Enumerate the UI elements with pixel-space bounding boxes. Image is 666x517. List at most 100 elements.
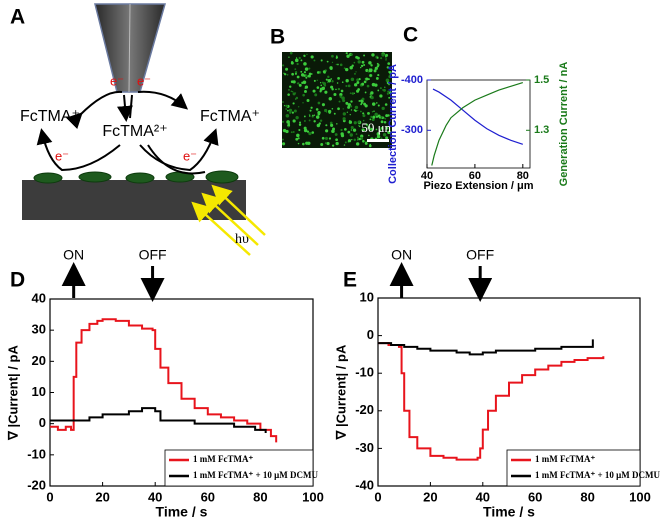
spot [286, 120, 290, 124]
spot [337, 77, 340, 80]
spot [298, 83, 302, 87]
spot [294, 58, 299, 63]
spot [307, 75, 310, 78]
spot [374, 112, 378, 117]
x-tick-label: 80 [580, 489, 594, 504]
spot [312, 114, 314, 117]
spot [341, 96, 345, 100]
spot [310, 106, 313, 109]
light-label: hυ [235, 232, 249, 247]
spot [349, 66, 353, 70]
spot [365, 77, 369, 81]
spot [314, 93, 318, 97]
spot [369, 118, 372, 121]
spot [316, 123, 321, 128]
spot [371, 117, 375, 122]
spot [345, 101, 349, 105]
spot [355, 133, 358, 135]
spot [320, 84, 323, 87]
fluorescent-spots [281, 51, 392, 148]
spot [370, 96, 374, 100]
spot [317, 112, 321, 116]
spot [343, 67, 346, 70]
electron-label: e⁻ [183, 148, 197, 163]
spot [304, 67, 309, 71]
spot [364, 141, 368, 145]
spot [362, 139, 365, 143]
spot [329, 121, 333, 125]
spot [295, 115, 299, 120]
spot [378, 135, 381, 138]
spot [353, 109, 356, 112]
spot [364, 104, 368, 108]
spot [388, 71, 390, 73]
spot [309, 115, 311, 117]
spot [363, 54, 366, 57]
spot [321, 136, 325, 140]
species-label: FcTMA⁺ [20, 108, 80, 125]
spot [375, 115, 379, 118]
spot [331, 80, 334, 83]
x-tick-label: 40 [421, 170, 433, 182]
spot [302, 142, 305, 146]
y-tick-label: -400 [401, 74, 423, 86]
spot [331, 61, 334, 64]
data-line [50, 407, 267, 434]
spot [377, 89, 380, 92]
spot [388, 91, 392, 95]
spot [344, 141, 347, 144]
spot [360, 99, 363, 103]
spot [345, 84, 348, 87]
spot [324, 108, 328, 113]
spot [347, 84, 351, 88]
spot [316, 79, 318, 81]
x-tick-label: 60 [201, 489, 215, 504]
spot [290, 90, 293, 93]
x-axis-label: Piezo Extension / μm [423, 180, 533, 192]
spot [330, 78, 332, 80]
spot [359, 110, 362, 113]
spot [316, 71, 320, 74]
spot [387, 90, 390, 93]
y-tick-label: -300 [401, 124, 423, 136]
scale-label: 50 μm [361, 120, 394, 135]
spot [369, 74, 372, 77]
spot [371, 111, 374, 113]
spot [339, 92, 343, 97]
spot [282, 138, 284, 141]
panel-label: C [403, 24, 418, 47]
spot [380, 57, 383, 60]
spot [370, 115, 373, 119]
spot [316, 86, 320, 89]
spot [351, 92, 355, 95]
spot [328, 97, 333, 101]
spot [289, 85, 292, 88]
x-tick-label: 100 [629, 489, 651, 504]
spot [308, 119, 311, 122]
spot [350, 125, 354, 130]
x-tick-label: 0 [46, 489, 53, 504]
spot [282, 142, 286, 146]
x-axis-label: Time / s [156, 504, 208, 517]
spot [349, 113, 351, 116]
spot [372, 115, 376, 119]
spot [370, 94, 372, 96]
panel-label: E [343, 269, 357, 292]
spot [339, 95, 343, 98]
spot [354, 72, 356, 75]
micrograph-bg [282, 52, 392, 148]
spot [315, 115, 320, 119]
spot [347, 105, 351, 109]
spot [357, 60, 361, 64]
spot [379, 129, 382, 132]
spot [347, 130, 351, 134]
spot [333, 93, 337, 97]
spot [296, 75, 300, 79]
spot [361, 82, 365, 86]
spot [331, 88, 334, 91]
light-arrows [191, 184, 266, 256]
spot [298, 123, 302, 127]
spot [339, 63, 343, 67]
spot [308, 113, 311, 116]
